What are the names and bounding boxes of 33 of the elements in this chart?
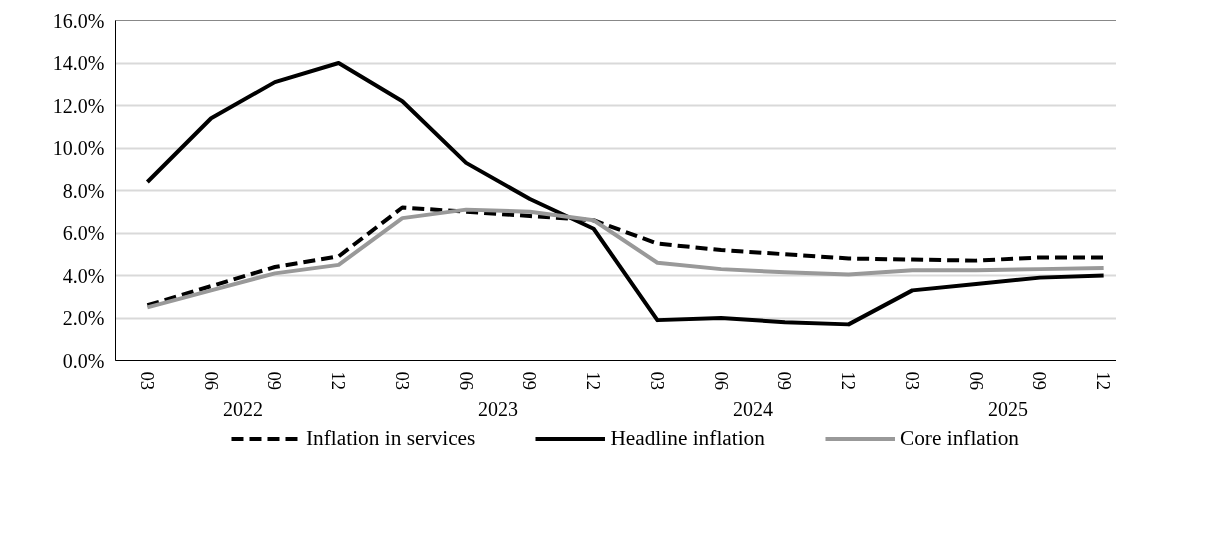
x-tick-label: 06 — [200, 371, 222, 391]
x-tick-label: 03 — [646, 371, 668, 391]
x-tick-label: 03 — [136, 371, 158, 391]
x-tick-label: 06 — [710, 371, 732, 391]
y-tick-label: 16.0% — [52, 9, 105, 32]
legend-label: Headline inflation — [610, 425, 765, 451]
y-tick-label: 0.0% — [62, 349, 105, 372]
x-tick-label: 09 — [1029, 371, 1051, 391]
x-tick-label: 03 — [901, 371, 923, 391]
line-series — [145, 61, 1106, 327]
text: 2023 — [478, 397, 518, 420]
y-tick-label: 6.0% — [62, 222, 105, 244]
y-tick-label: 8.0% — [62, 179, 105, 202]
x-tick-label: 06 — [965, 371, 987, 391]
legend-label: Core inflation — [899, 425, 1020, 451]
y-tick-label: 12.0% — [52, 94, 105, 117]
y-tick-label: 4.0% — [62, 264, 105, 287]
x-tick-label: 12 — [1093, 371, 1115, 391]
x-tick-label: 09 — [519, 371, 541, 391]
x-tick-label: 03 — [391, 371, 413, 391]
text: 2024 — [733, 397, 773, 420]
x-tick-label: 12 — [328, 371, 350, 391]
x-tick-label: 09 — [264, 371, 286, 391]
x-tick-label: 12 — [838, 371, 860, 391]
y-tick-label: 2.0% — [62, 307, 105, 329]
legend-label: Inflation in services — [305, 425, 476, 451]
x-tick-label: 09 — [774, 371, 796, 391]
text: 2022 — [223, 397, 263, 420]
y-tick-label: 14.0% — [52, 52, 105, 74]
text: 2025 — [988, 397, 1028, 420]
y-tick-label: 10.0% — [52, 137, 105, 159]
x-tick-label: 06 — [455, 371, 477, 391]
x-tick-label: 12 — [583, 371, 605, 391]
